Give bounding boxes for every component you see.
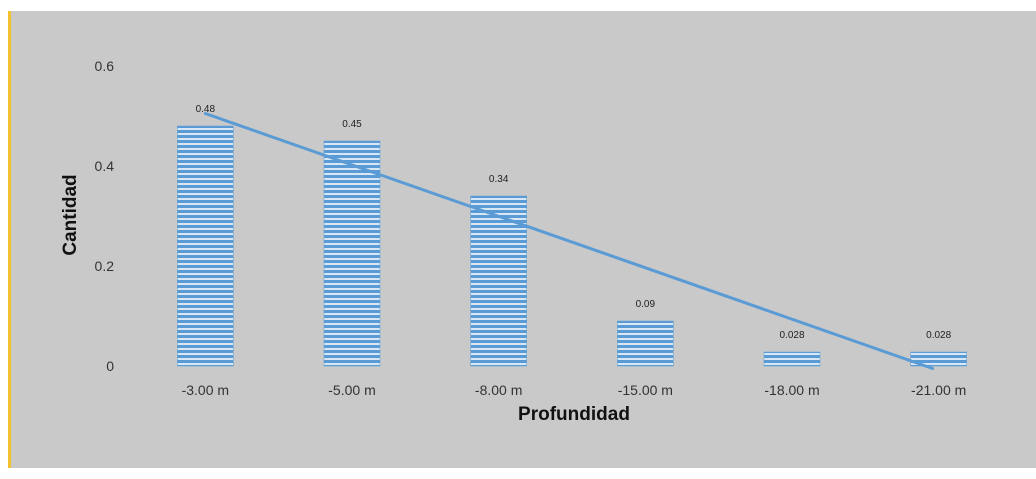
data-label: 0.028 xyxy=(926,330,951,341)
trendline xyxy=(203,112,935,370)
data-label: 0.45 xyxy=(342,119,362,130)
x-tick-label: -15.00 m xyxy=(618,382,673,398)
y-tick-label: 0.4 xyxy=(95,158,115,174)
left-accent-bar xyxy=(8,11,11,468)
bar xyxy=(910,351,967,367)
x-tick-label: -18.00 m xyxy=(764,382,819,398)
y-tick-label: 0.2 xyxy=(95,258,115,274)
x-tick-label: -5.00 m xyxy=(328,382,375,398)
bar xyxy=(323,140,381,367)
bar xyxy=(763,351,821,367)
data-label: 0.09 xyxy=(636,299,656,310)
y-tick-label: 0.6 xyxy=(95,58,115,74)
bar xyxy=(617,320,674,367)
x-tick-label: -21.00 m xyxy=(911,382,966,398)
x-tick-label: -3.00 m xyxy=(182,382,229,398)
bar xyxy=(177,125,234,367)
x-axis-title: Profundidad xyxy=(518,404,630,425)
data-label: 0.48 xyxy=(196,104,216,115)
data-label: 0.34 xyxy=(489,174,509,185)
data-label: 0.028 xyxy=(779,330,804,341)
y-axis-title: Cantidad xyxy=(60,174,81,255)
y-tick-label: 0 xyxy=(106,358,114,374)
bar xyxy=(470,195,527,367)
x-tick-label: -8.00 m xyxy=(475,382,522,398)
